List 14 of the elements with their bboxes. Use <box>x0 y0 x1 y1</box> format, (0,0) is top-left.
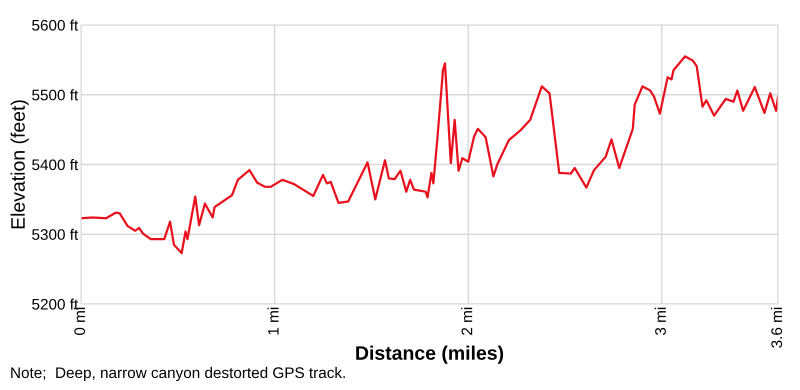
y-tick-label: 5200 ft <box>32 298 78 310</box>
y-tick-label: 5400 ft <box>32 158 78 170</box>
x-axis-title: Distance (miles) <box>356 346 504 364</box>
y-tick-label: 5300 ft <box>32 228 78 240</box>
x-tick-label: 2 mi <box>461 308 472 335</box>
x-tick-label: 1 mi <box>267 308 279 334</box>
y-tick-label: 5600 ft <box>32 19 78 31</box>
x-tick-label: 0 mi <box>74 308 86 336</box>
x-tick-label: 3.6 mi <box>770 308 782 348</box>
x-tick-label: 3 mi <box>654 308 666 336</box>
text: Note; Deep, narrow canyon destorted GPS track. <box>11 366 345 382</box>
y-tick-label: 5500 ft <box>32 89 78 100</box>
line-series <box>81 55 778 254</box>
y-axis-title: Elevation (feet) <box>10 100 29 228</box>
